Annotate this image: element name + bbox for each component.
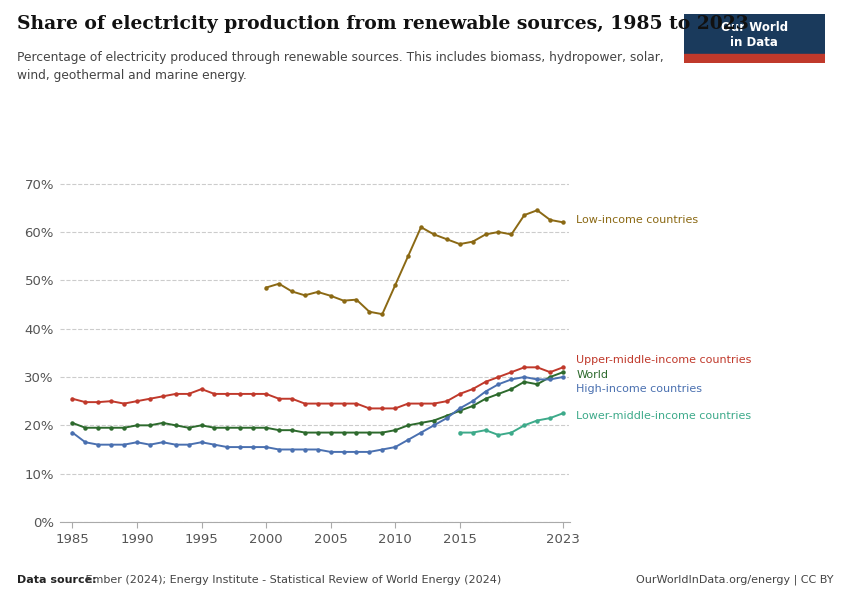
- Text: in Data: in Data: [730, 36, 779, 49]
- Text: Ember (2024); Energy Institute - Statistical Review of World Energy (2024): Ember (2024); Energy Institute - Statist…: [82, 575, 502, 585]
- Text: Percentage of electricity produced through renewable sources. This includes biom: Percentage of electricity produced throu…: [17, 51, 664, 82]
- Text: Lower-middle-income countries: Lower-middle-income countries: [576, 410, 751, 421]
- Text: World: World: [576, 370, 609, 380]
- Text: Low-income countries: Low-income countries: [576, 215, 699, 225]
- Text: High-income countries: High-income countries: [576, 384, 702, 394]
- Text: Our World: Our World: [721, 21, 788, 34]
- Text: Upper-middle-income countries: Upper-middle-income countries: [576, 355, 751, 365]
- Bar: [684, 54, 824, 63]
- Text: Share of electricity production from renewable sources, 1985 to 2023: Share of electricity production from ren…: [17, 15, 749, 33]
- Text: Data source:: Data source:: [17, 575, 97, 585]
- Text: OurWorldInData.org/energy | CC BY: OurWorldInData.org/energy | CC BY: [636, 575, 833, 585]
